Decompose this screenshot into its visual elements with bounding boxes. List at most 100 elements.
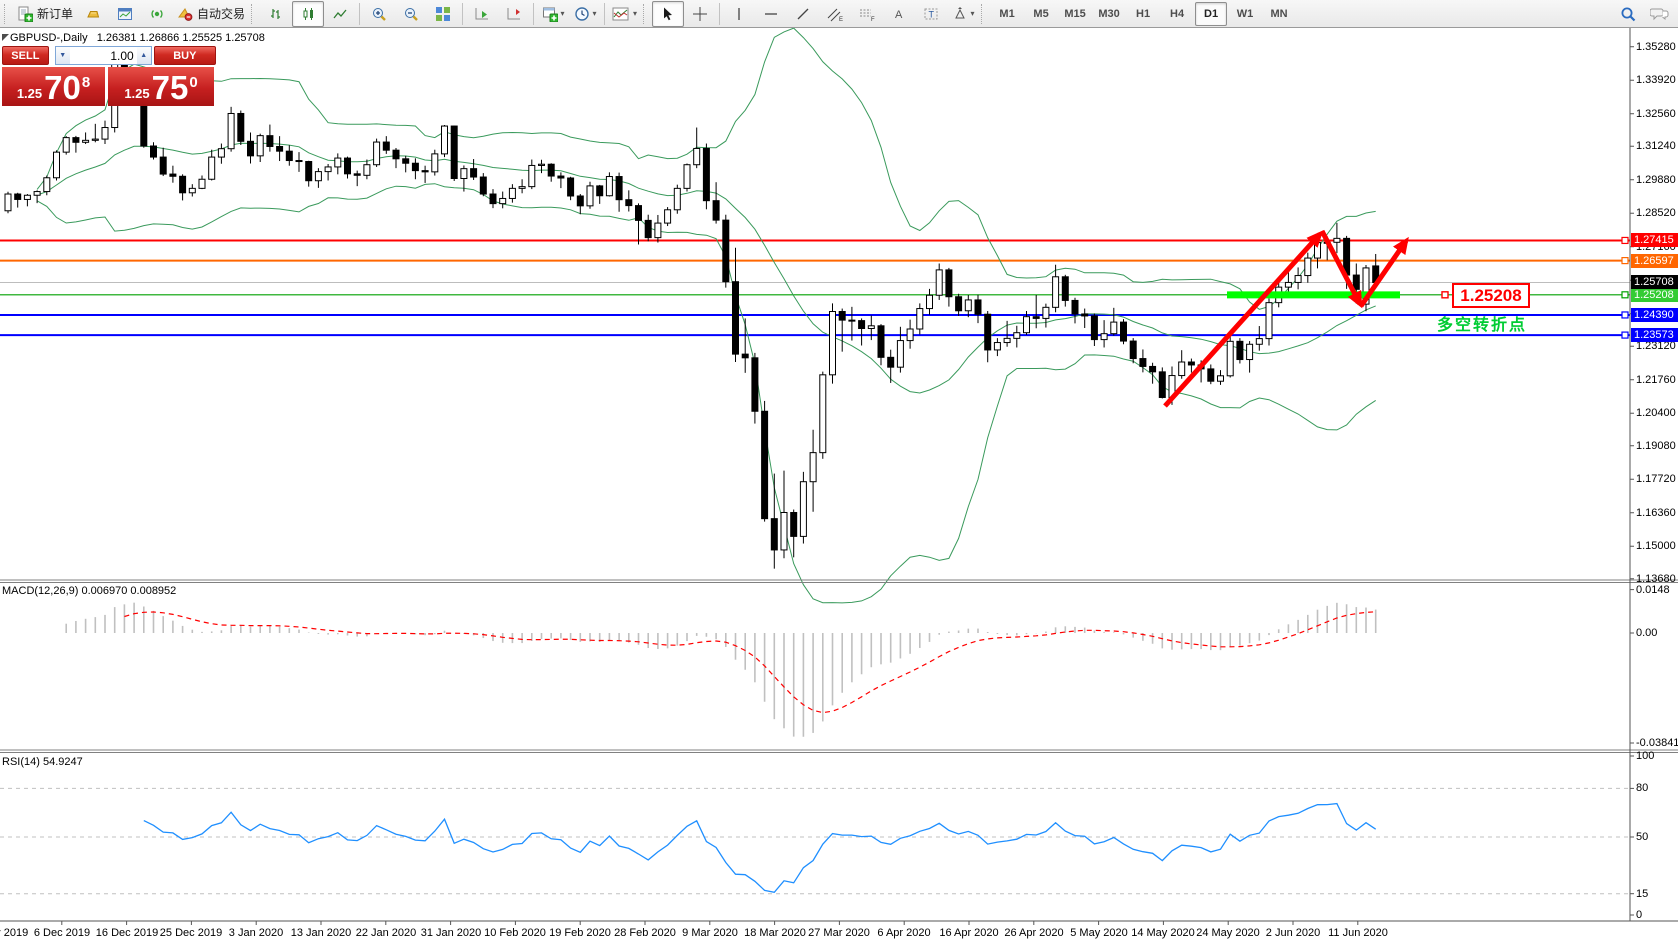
price-line-label: 1.27415 [1631,233,1678,247]
cursor-tool-button[interactable] [652,0,685,27]
horizontal-line-tool-button[interactable] [755,1,787,27]
date-label[interactable]: 27 Mar 2020 [808,927,870,939]
auto-trading-label: 自动交易 [197,7,246,21]
line-chart-button[interactable] [324,1,356,27]
search-button[interactable] [1612,1,1644,27]
crosshair-tool-button[interactable] [684,1,716,27]
sell-price-tile[interactable]: 1.25 70 8 [2,67,105,106]
trend-arrow[interactable] [1319,229,1363,309]
date-label[interactable]: 10 Feb 2020 [484,927,546,939]
fibonacci-icon: F [858,6,876,22]
date-label[interactable]: 11 Jun 2020 [1328,927,1388,939]
timeframe-d1[interactable]: D1 [1195,1,1228,26]
channel-tool-button[interactable]: E [819,1,851,27]
candle-bearish [489,193,497,205]
new-order-button[interactable]: 新订单 [13,1,77,27]
candle-bullish [1110,321,1118,335]
new-chart-icon [542,6,558,22]
rsi-scale-label: 100 [1636,750,1655,762]
candle-bullish [460,168,468,180]
one-click-collapse-icon[interactable] [2,34,9,41]
macd-pane[interactable] [65,602,1377,737]
y-tick-label: 1.21760 [1636,374,1676,386]
candle-bearish [382,141,390,151]
chart-shift-button[interactable] [498,1,530,27]
date-label[interactable]: 26 Apr 2020 [1004,927,1064,939]
indicators-button[interactable]: ▾ [608,1,641,27]
turning-point-text[interactable]: 多空转折点 [1437,317,1528,334]
volume-increase-button[interactable]: ▲ [136,47,151,64]
chart-canvas[interactable] [0,28,1678,947]
date-label[interactable]: 13 Jan 2020 [290,927,352,939]
timeframe-mn[interactable]: MN [1270,7,1288,20]
timeframe-m30[interactable]: M30 [1098,7,1120,20]
arrows-shapes-icon [952,6,968,22]
candle-bullish [693,147,701,166]
buy-button[interactable]: BUY [153,46,216,65]
volume-input[interactable] [69,47,137,64]
new-chart-button[interactable]: ▾ [537,1,569,27]
date-label[interactable]: 28 Feb 2020 [614,927,676,939]
rsi-pane[interactable] [0,787,1630,895]
trend-arrow[interactable] [1358,236,1409,308]
fibonacci-tool-button[interactable]: F [851,1,883,27]
date-label[interactable]: 25 Dec 2019 [159,927,223,939]
chat-button[interactable] [1644,1,1676,27]
buy-price-tile[interactable]: 1.25 75 0 [108,67,214,106]
candle-bearish [1129,340,1137,360]
trendline-tool-button[interactable] [787,1,819,27]
sell-button[interactable]: SELL [2,46,49,65]
date-label[interactable]: 14 May 2020 [1131,927,1195,939]
buy-price-pip: 0 [189,74,198,91]
zoom-in-button[interactable] [363,1,395,27]
candle-bullish [508,187,516,199]
date-label[interactable]: 27 Nov 2019 [0,927,29,939]
periods-button[interactable]: ▾ [569,1,601,27]
date-label[interactable]: 18 Mar 2020 [744,927,806,939]
candle-bullish [4,193,12,212]
date-label[interactable]: 2 Jun 2020 [1265,927,1321,939]
arrows-tool-button[interactable]: ▾ [947,1,979,27]
line-chart-icon [332,6,348,22]
bar-chart-button[interactable] [260,1,292,27]
auto-scroll-button[interactable] [466,1,498,27]
candle-bullish [314,171,322,182]
clock-icon [574,6,590,22]
candlestick-chart-button[interactable] [292,0,325,27]
date-label[interactable]: 31 Jan 2020 [420,927,482,939]
chart-title: GBPUSD-,Daily 1.26381 1.26866 1.25525 1.… [10,32,265,44]
signal-button[interactable] [141,1,173,27]
text-tool-button[interactable]: A [883,1,915,27]
vertical-line-tool-button[interactable] [723,1,755,27]
trend-arrow[interactable] [1163,230,1324,408]
date-label[interactable]: 19 Feb 2020 [549,927,611,939]
volume-decrease-button[interactable]: ▼ [55,47,70,64]
timeframe-h4[interactable]: H4 [1170,7,1185,20]
tile-windows-button[interactable] [427,1,459,27]
timeframe-h1[interactable]: H1 [1136,7,1151,20]
date-label[interactable]: 22 Jan 2020 [355,927,417,939]
timeframe-m1[interactable]: M1 [999,7,1015,20]
candle-bullish [867,325,875,330]
date-label[interactable]: 6 Apr 2020 [877,927,931,939]
date-label[interactable]: 9 Mar 2020 [682,927,738,939]
date-label[interactable]: 3 Jan 2020 [228,927,284,939]
date-label[interactable]: 6 Dec 2019 [33,927,91,939]
candle-bullish [1023,316,1030,334]
text-label-tool-button[interactable]: T [915,1,947,27]
timeframe-m5[interactable]: M5 [1033,7,1049,20]
timeframe-w1[interactable]: W1 [1236,7,1254,20]
chart-window-button[interactable] [109,1,141,27]
dropdown-arrow-icon: ▾ [560,9,565,18]
date-label[interactable]: 16 Apr 2020 [939,927,999,939]
zoom-out-button[interactable] [395,1,427,27]
date-label[interactable]: 24 May 2020 [1196,927,1260,939]
timeframe-m15[interactable]: M15 [1064,7,1086,20]
date-label[interactable]: 16 Dec 2019 [95,927,159,939]
candle-bullish [1226,340,1234,377]
price-tag-annotation[interactable]: 1.25208 [1452,283,1530,308]
gold-ingot-button[interactable] [77,1,109,27]
auto-trading-button[interactable]: 自动交易 [173,1,249,27]
chart-window[interactable]: GBPUSD-,Daily 1.26381 1.26866 1.25525 1.… [0,28,1678,947]
date-label[interactable]: 5 May 2020 [1070,927,1128,939]
